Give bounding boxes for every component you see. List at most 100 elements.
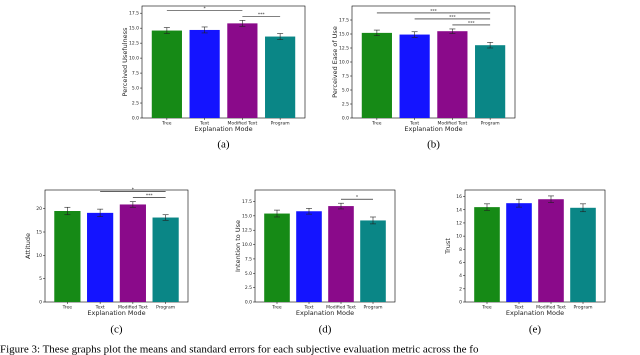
error-bar	[306, 208, 312, 215]
y-tick-label: 10.0	[129, 56, 139, 62]
x-axis-title: Explanation Mode	[87, 309, 145, 317]
error-bar	[277, 33, 284, 40]
x-tick-label: Text	[303, 305, 313, 311]
x-tick-label: Program	[364, 305, 383, 311]
y-tick-label: 10.0	[242, 242, 252, 248]
error-bar	[411, 31, 418, 38]
axes-frame	[464, 189, 606, 303]
bar	[87, 212, 114, 302]
panel-label: (e)	[529, 324, 542, 336]
panel-label: (a)	[217, 139, 230, 151]
y-tick-label: 5	[39, 276, 42, 282]
y-tick-label: 10.0	[339, 60, 349, 66]
y-tick-label: 15.0	[242, 213, 252, 219]
y-tick-label: 12.5	[242, 228, 252, 234]
x-tick-label: Modified Text	[228, 121, 258, 127]
error-bar	[548, 195, 554, 203]
significance-label: *	[356, 195, 359, 201]
bar	[570, 207, 596, 302]
y-tick-label: 10	[456, 234, 462, 240]
y-tick-label: 8	[459, 247, 462, 253]
x-tick-label: Modified Text	[118, 305, 148, 311]
bar	[151, 30, 182, 118]
x-tick-label: Tree	[271, 305, 282, 311]
axes-frame	[44, 189, 189, 303]
y-tick-label: 12.5	[339, 46, 349, 52]
bar	[328, 206, 354, 302]
y-tick-label: 20	[36, 206, 42, 212]
error-bar	[449, 28, 456, 34]
significance-label: ***	[258, 12, 266, 18]
x-tick-label: Text	[513, 305, 523, 311]
error-bar	[370, 216, 376, 225]
bar	[152, 217, 179, 302]
y-tick-label: 7.5	[245, 256, 252, 262]
x-tick-label: Tree	[481, 305, 492, 311]
panel-label: (d)	[319, 324, 332, 336]
bar	[264, 213, 290, 302]
error-bar	[64, 206, 71, 216]
x-tick-label: Modified Text	[326, 305, 356, 311]
y-tick-label: 15.0	[339, 32, 349, 38]
y-tick-label: 5.0	[245, 271, 252, 277]
y-tick-label: 17.5	[339, 18, 349, 24]
error-bar	[484, 203, 490, 211]
bar	[437, 31, 468, 119]
caption: Figure 3: These graphs plot the means an…	[0, 344, 479, 355]
error-bar	[163, 27, 170, 34]
error-bar	[487, 42, 494, 49]
y-tick-label: 12	[456, 220, 462, 226]
significance-label: ***	[430, 8, 438, 14]
y-tick-label: 0.0	[342, 116, 349, 122]
y-tick-label: 12.5	[129, 41, 139, 47]
y-tick-label: 17.5	[242, 199, 252, 205]
bar	[265, 36, 296, 118]
bar	[475, 45, 506, 119]
x-tick-label: Text	[409, 121, 419, 127]
y-tick-label: 0	[459, 300, 462, 306]
panel-label: (c)	[110, 324, 123, 336]
y-tick-label: 15.0	[129, 26, 139, 32]
error-bar	[129, 201, 136, 208]
bar	[474, 207, 500, 302]
x-tick-label: Tree	[161, 121, 172, 127]
error-bar	[516, 198, 522, 208]
y-tick-label: 2.5	[132, 101, 139, 107]
panel-label: (b)	[427, 139, 440, 151]
error-bar	[274, 209, 280, 218]
error-bar	[239, 20, 246, 27]
y-tick-label: 6	[459, 260, 462, 266]
x-tick-label: Tree	[62, 305, 73, 311]
y-tick-label: 4	[459, 273, 462, 279]
bar	[189, 29, 220, 118]
axes-frame	[254, 189, 396, 303]
x-tick-label: Modified Text	[438, 121, 468, 127]
bar	[538, 199, 564, 302]
x-axis-title: Explanation Mode	[404, 125, 462, 133]
error-bar	[373, 29, 380, 36]
error-bar	[580, 203, 586, 213]
y-axis-title: Attitude	[24, 233, 32, 259]
error-bar	[338, 202, 344, 210]
bar	[54, 211, 81, 302]
x-tick-label: Modified Text	[536, 305, 566, 311]
error-bar	[162, 214, 169, 221]
y-tick-label: 7.5	[342, 74, 349, 80]
x-axis-title: Explanation Mode	[506, 309, 564, 317]
y-tick-label: 10	[36, 253, 42, 259]
y-tick-label: 14	[456, 207, 462, 213]
x-tick-label: Program	[156, 305, 175, 311]
x-axis-title: Explanation Mode	[194, 125, 252, 133]
y-axis-title: Trust	[444, 238, 452, 255]
significance-label: ***	[449, 14, 457, 20]
x-tick-label: Tree	[371, 121, 382, 127]
bar	[361, 32, 392, 118]
y-tick-label: 2	[459, 286, 462, 292]
significance-label: ***	[146, 193, 154, 199]
bar	[227, 23, 258, 118]
significance-label: ***	[468, 20, 476, 26]
bar	[119, 204, 146, 302]
y-tick-label: 0.0	[132, 116, 139, 122]
